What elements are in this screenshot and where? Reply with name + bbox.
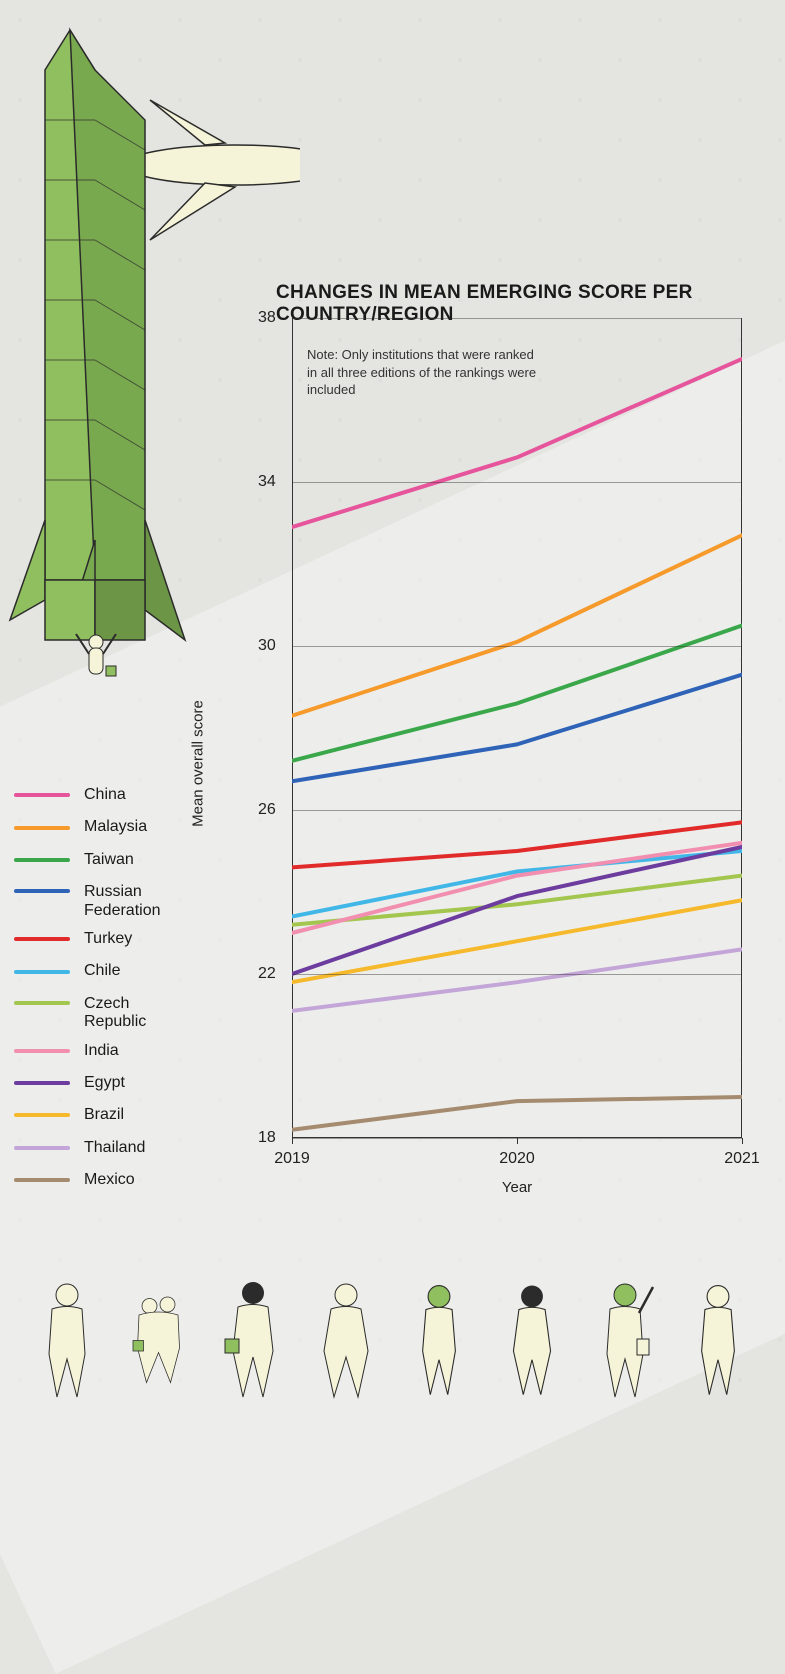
legend-swatch <box>14 1049 70 1053</box>
legend-item: India <box>14 1042 214 1060</box>
legend: China Malaysia Taiwan RussianFederation Turk… <box>14 786 214 1203</box>
legend-label: Brazil <box>84 1106 124 1124</box>
legend-swatch <box>14 858 70 862</box>
chart-area: Mean overall score Note: Only institutio… <box>240 310 780 1200</box>
legend-swatch <box>14 1001 70 1005</box>
legend-swatch <box>14 793 70 797</box>
grid-line <box>292 646 742 647</box>
legend-label: Mexico <box>84 1171 135 1189</box>
x-tick-label: 2020 <box>499 1150 535 1168</box>
legend-swatch <box>14 1081 70 1085</box>
legend-item: Turkey <box>14 930 214 948</box>
series-line <box>292 847 742 974</box>
x-tick-mark <box>292 1138 293 1144</box>
person-icon <box>409 1279 469 1399</box>
legend-item: CzechRepublic <box>14 995 214 1032</box>
person-icon <box>37 1279 97 1399</box>
legend-label: Turkey <box>84 930 132 948</box>
grid-line <box>292 810 742 811</box>
legend-item: Chile <box>14 962 214 980</box>
x-axis-label: Year <box>502 1179 532 1196</box>
y-tick-label: 18 <box>258 1129 276 1147</box>
legend-swatch <box>14 1113 70 1117</box>
legend-label: Chile <box>84 962 120 980</box>
legend-item: Taiwan <box>14 851 214 869</box>
person-icon <box>316 1279 376 1399</box>
person-icon <box>502 1279 562 1399</box>
legend-swatch <box>14 1146 70 1150</box>
legend-swatch <box>14 937 70 941</box>
people-illustration-row <box>20 1259 765 1399</box>
series-line <box>292 949 742 1011</box>
legend-swatch <box>14 889 70 893</box>
grid-line <box>292 974 742 975</box>
legend-item: China <box>14 786 214 804</box>
legend-swatch <box>14 826 70 830</box>
legend-item: Thailand <box>14 1139 214 1157</box>
legend-label: RussianFederation <box>84 883 161 920</box>
series-line <box>292 675 742 782</box>
x-tick-label: 2019 <box>274 1150 310 1168</box>
legend-label: Malaysia <box>84 818 147 836</box>
y-tick-label: 38 <box>258 309 276 327</box>
legend-item: RussianFederation <box>14 883 214 920</box>
legend-swatch <box>14 1178 70 1182</box>
y-tick-label: 22 <box>258 965 276 983</box>
person-icon <box>595 1279 655 1399</box>
line-series-svg <box>292 318 742 1138</box>
legend-label: Thailand <box>84 1139 145 1157</box>
legend-item: Malaysia <box>14 818 214 836</box>
legend-item: Brazil <box>14 1106 214 1124</box>
y-tick-label: 30 <box>258 637 276 655</box>
legend-swatch <box>14 970 70 974</box>
person-icon <box>688 1279 748 1399</box>
person-icon <box>223 1279 283 1399</box>
legend-label: India <box>84 1042 119 1060</box>
series-line <box>292 1097 742 1130</box>
plot-region: Note: Only institutions that were ranked… <box>292 318 742 1138</box>
legend-label: China <box>84 786 126 804</box>
series-line <box>292 535 742 715</box>
y-tick-label: 34 <box>258 473 276 491</box>
legend-item: Mexico <box>14 1171 214 1189</box>
person-pair-icon <box>130 1279 190 1399</box>
y-tick-label: 26 <box>258 801 276 819</box>
series-line <box>292 900 742 982</box>
x-tick-mark <box>517 1138 518 1144</box>
legend-label: Taiwan <box>84 851 134 869</box>
x-tick-mark <box>742 1138 743 1144</box>
series-line <box>292 359 742 527</box>
legend-item: Egypt <box>14 1074 214 1092</box>
legend-label: Egypt <box>84 1074 125 1092</box>
x-tick-label: 2021 <box>724 1150 760 1168</box>
legend-label: CzechRepublic <box>84 995 146 1032</box>
grid-line <box>292 318 742 319</box>
grid-line <box>292 482 742 483</box>
